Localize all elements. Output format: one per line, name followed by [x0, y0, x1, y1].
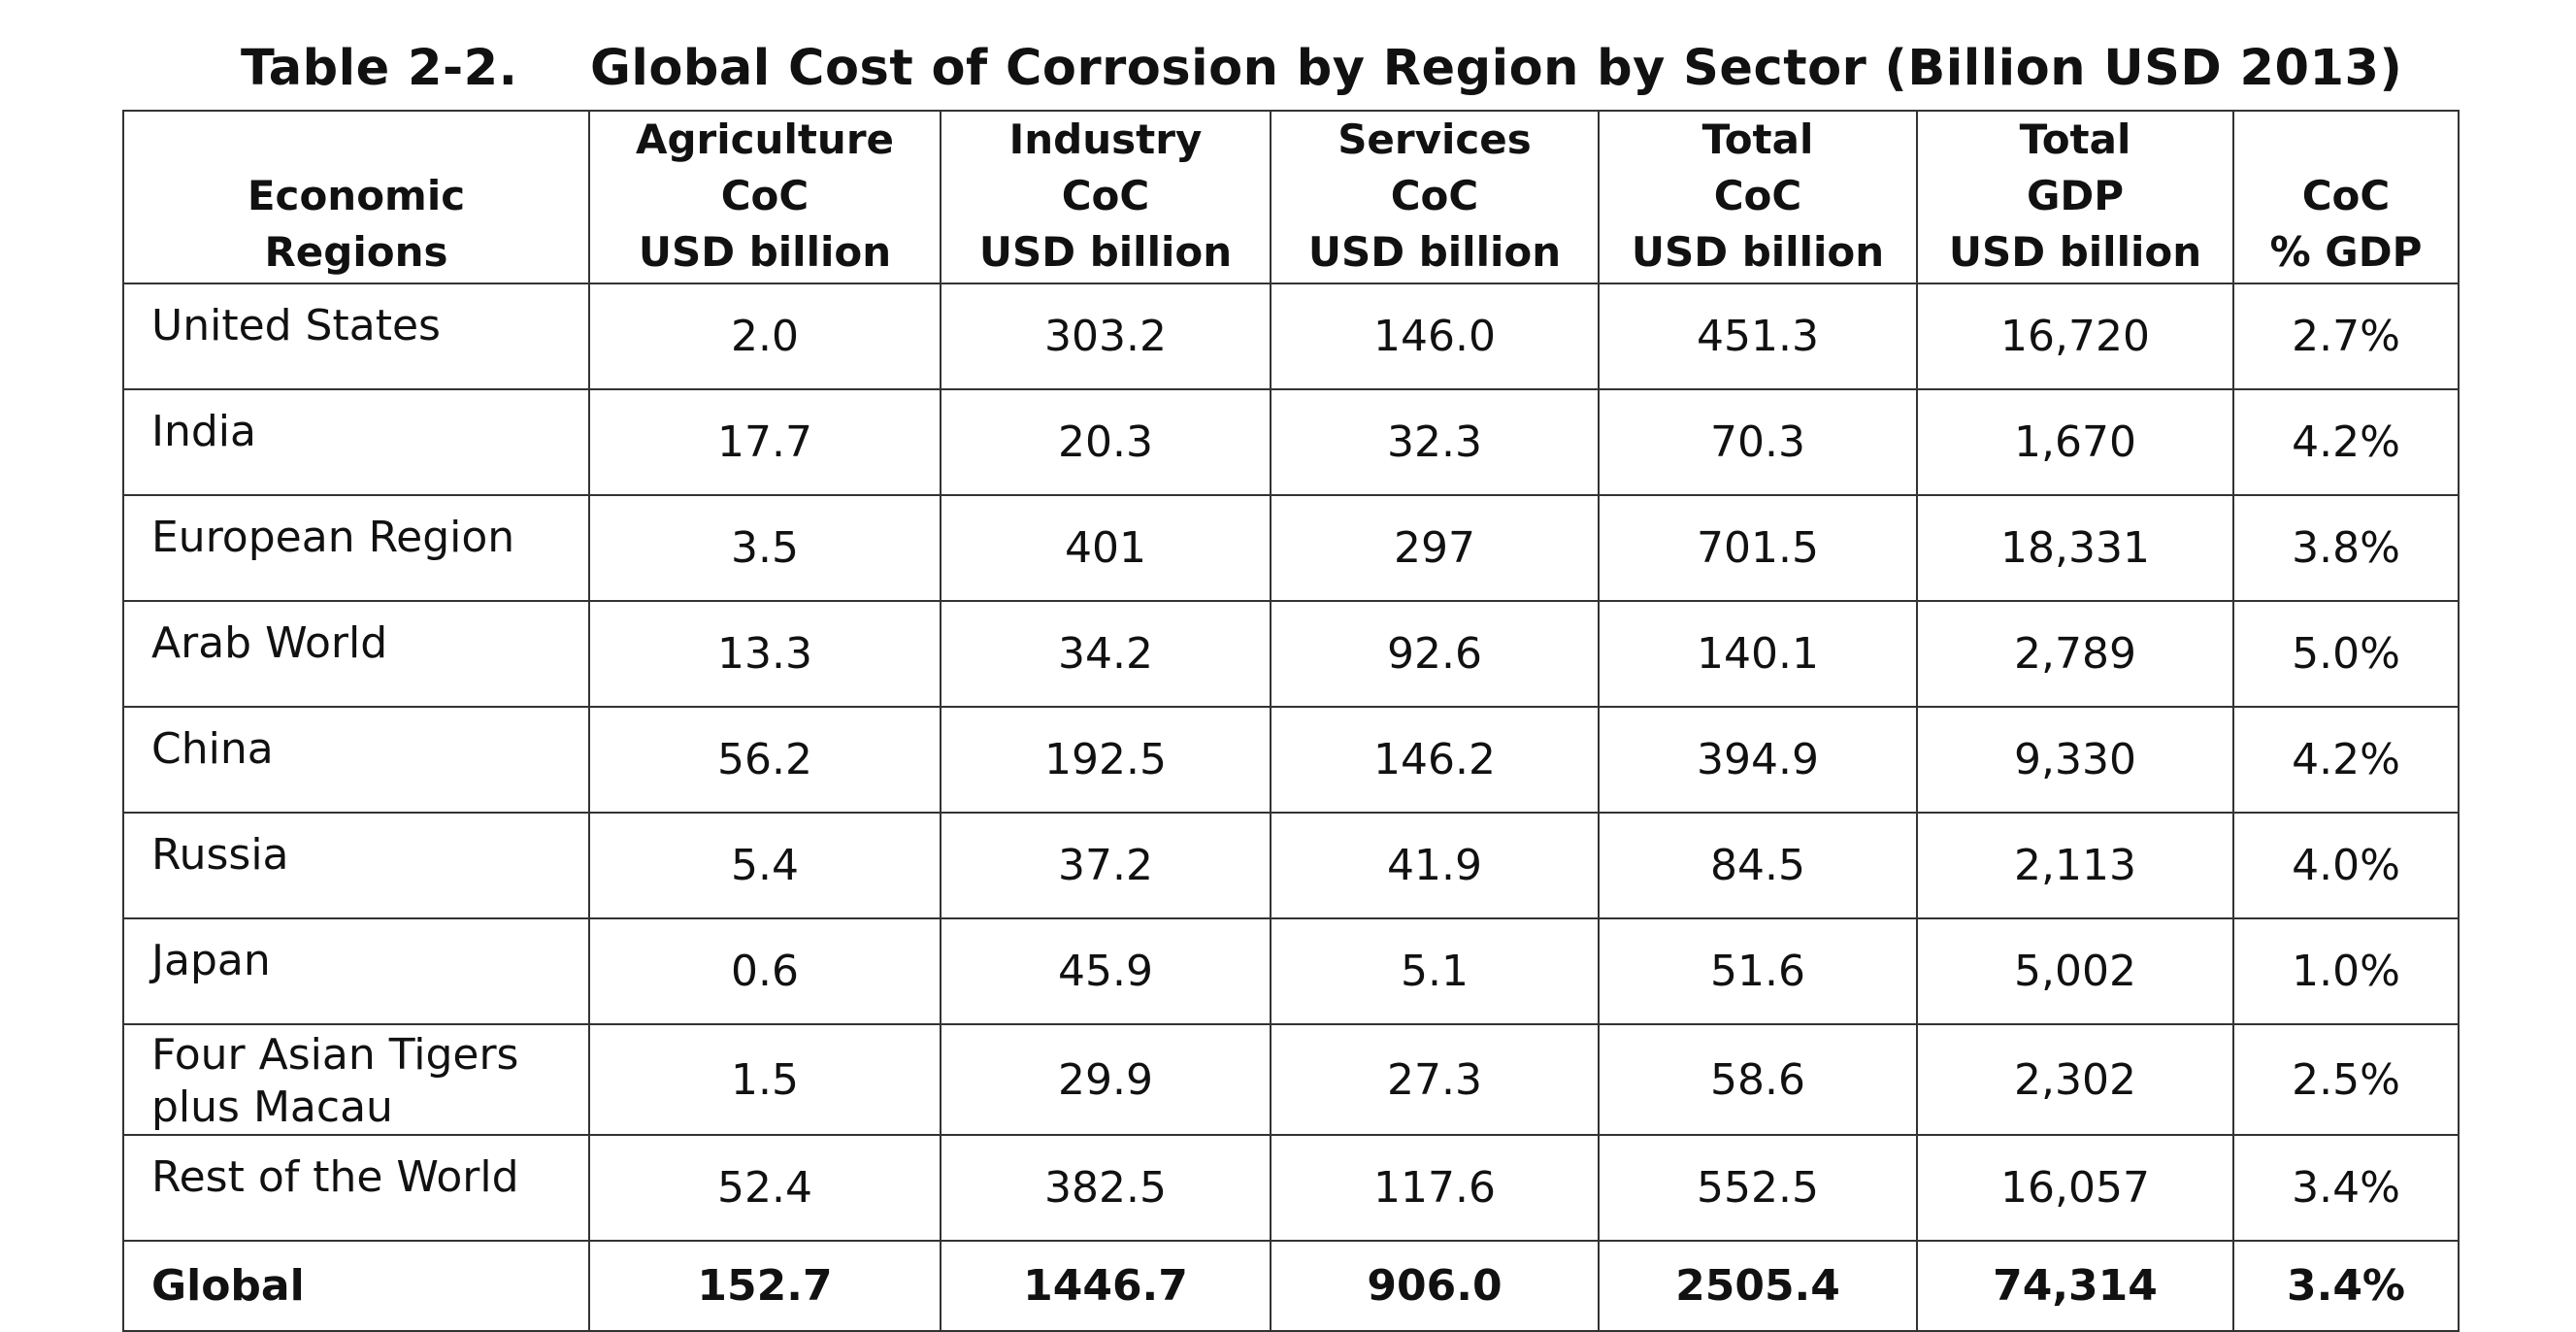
agriculture-cell: 0.6 [588, 917, 941, 1025]
services-cell: 5.1 [1270, 917, 1600, 1025]
gdp-cell: 2,113 [1916, 812, 2234, 919]
table-row: India 17.7 20.3 32.3 70.3 1,670 4.2% [122, 388, 2460, 496]
industry-cell: 303.2 [940, 283, 1271, 390]
region-cell: Russia [122, 812, 590, 919]
services-cell: 92.6 [1270, 600, 1600, 708]
table-row: Rest of the World 52.4 382.5 117.6 552.5… [122, 1134, 2460, 1242]
pct-gdp-cell: 3.8% [2232, 494, 2460, 602]
services-cell: 117.6 [1270, 1134, 1600, 1242]
region-cell: Japan [122, 917, 590, 1025]
column-header-agriculture: Agriculture CoC USD billion [588, 110, 941, 284]
region-cell: Rest of the World [122, 1134, 590, 1242]
industry-cell: 29.9 [940, 1023, 1271, 1136]
pct-gdp-cell: 3.4% [2232, 1134, 2460, 1242]
table-row: European Region 3.5 401 297 701.5 18,331… [122, 494, 2460, 602]
total-agriculture-cell: 152.7 [588, 1240, 941, 1332]
pct-gdp-cell: 2.7% [2232, 283, 2460, 390]
total-region-cell: Global [122, 1240, 590, 1332]
pct-gdp-cell: 1.0% [2232, 917, 2460, 1025]
industry-cell: 37.2 [940, 812, 1271, 919]
industry-cell: 45.9 [940, 917, 1271, 1025]
total-pct-gdp-cell: 3.4% [2232, 1240, 2460, 1332]
agriculture-cell: 1.5 [588, 1023, 941, 1136]
total-coc-cell: 451.3 [1598, 283, 1918, 390]
column-header-industry: Industry CoC USD billion [940, 110, 1271, 284]
table-caption: Global Cost of Corrosion by Region by Se… [590, 40, 2403, 97]
column-header-services: Services CoC USD billion [1270, 110, 1600, 284]
corrosion-cost-table: Economic Regions Agriculture CoC USD bil… [122, 110, 2460, 1332]
total-row: Global 152.7 1446.7 906.0 2505.4 74,314 … [122, 1240, 2460, 1332]
pct-gdp-cell: 4.0% [2232, 812, 2460, 919]
agriculture-cell: 5.4 [588, 812, 941, 919]
industry-cell: 382.5 [940, 1134, 1271, 1242]
table-row: Four Asian Tigers plus Macau 1.5 29.9 27… [122, 1023, 2460, 1136]
gdp-cell: 2,302 [1916, 1023, 2234, 1136]
services-cell: 32.3 [1270, 388, 1600, 496]
gdp-cell: 1,670 [1916, 388, 2234, 496]
services-cell: 297 [1270, 494, 1600, 602]
region-cell: European Region [122, 494, 590, 602]
table-row: Arab World 13.3 34.2 92.6 140.1 2,789 5.… [122, 600, 2460, 708]
agriculture-cell: 52.4 [588, 1134, 941, 1242]
total-coc-cell: 552.5 [1598, 1134, 1918, 1242]
table-row: China 56.2 192.5 146.2 394.9 9,330 4.2% [122, 706, 2460, 814]
services-cell: 27.3 [1270, 1023, 1600, 1136]
total-industry-cell: 1446.7 [940, 1240, 1271, 1332]
gdp-cell: 18,331 [1916, 494, 2234, 602]
agriculture-cell: 3.5 [588, 494, 941, 602]
gdp-cell: 16,720 [1916, 283, 2234, 390]
pct-gdp-cell: 5.0% [2232, 600, 2460, 708]
industry-cell: 34.2 [940, 600, 1271, 708]
column-header-total-coc: Total CoC USD billion [1598, 110, 1918, 284]
total-total-coc-cell: 2505.4 [1598, 1240, 1918, 1332]
industry-cell: 401 [940, 494, 1271, 602]
table-title: Table 2-2. Global Cost of Corrosion by Re… [241, 35, 2473, 103]
total-coc-cell: 701.5 [1598, 494, 1918, 602]
total-coc-cell: 58.6 [1598, 1023, 1918, 1136]
total-coc-cell: 70.3 [1598, 388, 1918, 496]
industry-cell: 20.3 [940, 388, 1271, 496]
agriculture-cell: 2.0 [588, 283, 941, 390]
total-coc-cell: 51.6 [1598, 917, 1918, 1025]
region-cell: Four Asian Tigers plus Macau [122, 1023, 590, 1136]
column-header-total-gdp: Total GDP USD billion [1916, 110, 2234, 284]
pct-gdp-cell: 4.2% [2232, 706, 2460, 814]
services-cell: 146.0 [1270, 283, 1600, 390]
services-cell: 41.9 [1270, 812, 1600, 919]
table-row: United States 2.0 303.2 146.0 451.3 16,7… [122, 283, 2460, 390]
region-cell: China [122, 706, 590, 814]
agriculture-cell: 13.3 [588, 600, 941, 708]
industry-cell: 192.5 [940, 706, 1271, 814]
total-gdp-cell: 74,314 [1916, 1240, 2234, 1332]
gdp-cell: 16,057 [1916, 1134, 2234, 1242]
table-row: Russia 5.4 37.2 41.9 84.5 2,113 4.0% [122, 812, 2460, 919]
table-row: Japan 0.6 45.9 5.1 51.6 5,002 1.0% [122, 917, 2460, 1025]
total-coc-cell: 84.5 [1598, 812, 1918, 919]
gdp-cell: 9,330 [1916, 706, 2234, 814]
gdp-cell: 5,002 [1916, 917, 2234, 1025]
column-header-coc-pct-gdp: CoC % GDP [2232, 110, 2460, 284]
table-container: Economic Regions Agriculture CoC USD bil… [122, 110, 2460, 1332]
total-coc-cell: 394.9 [1598, 706, 1918, 814]
total-coc-cell: 140.1 [1598, 600, 1918, 708]
region-cell: India [122, 388, 590, 496]
gdp-cell: 2,789 [1916, 600, 2234, 708]
agriculture-cell: 17.7 [588, 388, 941, 496]
total-services-cell: 906.0 [1270, 1240, 1600, 1332]
agriculture-cell: 56.2 [588, 706, 941, 814]
services-cell: 146.2 [1270, 706, 1600, 814]
pct-gdp-cell: 2.5% [2232, 1023, 2460, 1136]
region-cell: Arab World [122, 600, 590, 708]
region-cell: United States [122, 283, 590, 390]
column-header-regions: Economic Regions [122, 110, 590, 284]
header-row: Economic Regions Agriculture CoC USD bil… [122, 110, 2460, 284]
table-number: Table 2-2. [241, 40, 518, 97]
pct-gdp-cell: 4.2% [2232, 388, 2460, 496]
